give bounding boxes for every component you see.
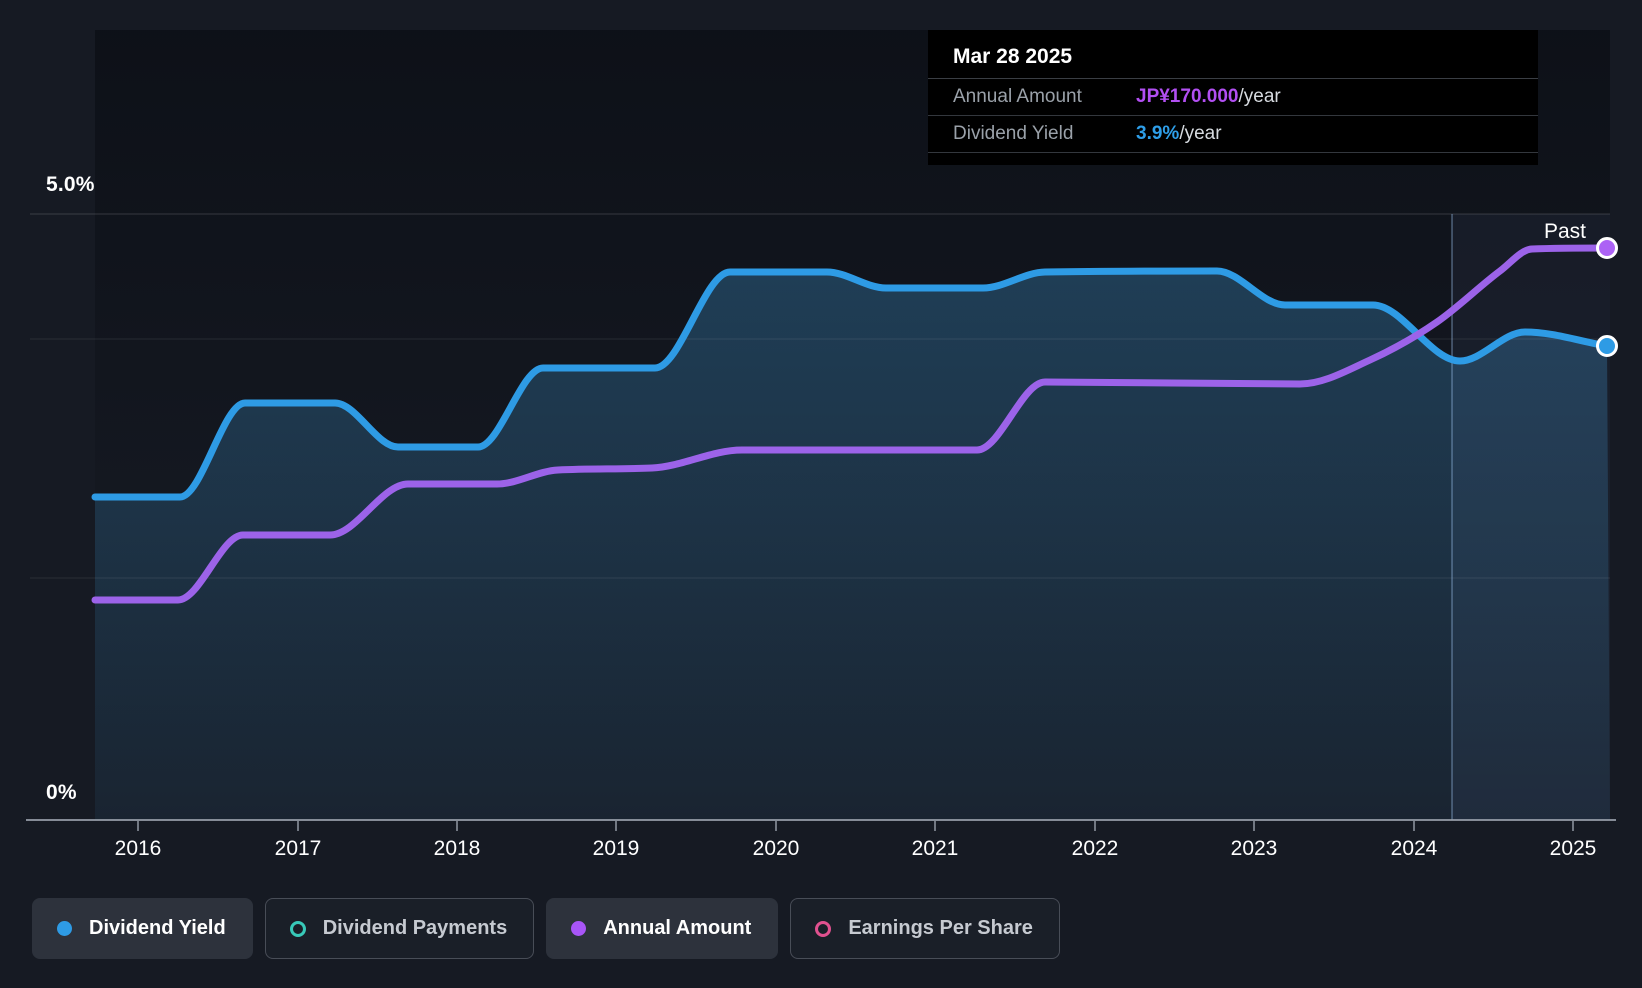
tooltip-row-dividend-yield: Dividend Yield 3.9% /year xyxy=(928,116,1538,153)
x-axis-label-2018: 2018 xyxy=(433,837,481,860)
x-axis-label-2025: 2025 xyxy=(1549,837,1597,860)
tooltip-label: Dividend Yield xyxy=(953,123,1074,144)
legend-label: Dividend Payments xyxy=(322,917,508,939)
legend-button-dividend-payments[interactable]: Dividend Payments xyxy=(264,898,535,959)
x-axis-label-2016: 2016 xyxy=(114,837,162,860)
dividend-yield-endpoint-marker[interactable] xyxy=(1596,335,1618,357)
past-year-region xyxy=(1452,214,1610,820)
dividend-yield-line xyxy=(91,267,1611,501)
legend-dot-dividend-payments xyxy=(289,920,306,937)
past-region-label: Past xyxy=(1544,220,1587,243)
tooltip-label: Annual Amount xyxy=(953,86,1082,107)
legend: Dividend Yield Dividend Payments Annual Am… xyxy=(32,898,1060,959)
y-axis-label-bottom: 0% xyxy=(46,781,77,804)
y-axis-label-top: 5.0% xyxy=(46,173,95,196)
x-axis-label-2021: 2021 xyxy=(911,837,959,860)
tooltip-date: Mar 28 2025 xyxy=(928,30,1538,79)
legend-dot-annual-amount xyxy=(571,921,587,936)
legend-button-dividend-yield[interactable]: Dividend Yield xyxy=(32,898,253,959)
x-axis-label-2017: 2017 xyxy=(274,837,322,860)
legend-button-earnings-per-share[interactable]: Earnings Per Share xyxy=(790,898,1060,959)
x-axis-label-2023: 2023 xyxy=(1230,837,1278,860)
legend-label: Earnings Per Share xyxy=(848,917,1033,939)
tooltip-value: JP¥170.000 xyxy=(1136,86,1239,107)
tooltip-suffix: /year xyxy=(1238,86,1281,107)
x-axis-label-2024: 2024 xyxy=(1390,837,1438,860)
legend-dot-dividend-yield xyxy=(57,921,72,936)
x-axis-label-2022: 2022 xyxy=(1071,837,1119,860)
legend-label: Dividend Yield xyxy=(89,917,226,939)
legend-button-annual-amount[interactable]: Annual Amount xyxy=(546,898,779,959)
chart-tooltip: Mar 28 2025 Annual Amount JP¥170.000 /ye… xyxy=(928,30,1538,165)
tooltip-suffix: /year xyxy=(1179,123,1222,144)
annual-amount-endpoint-marker[interactable] xyxy=(1596,237,1618,259)
tooltip-value: 3.9% xyxy=(1136,123,1180,144)
legend-label: Annual Amount xyxy=(603,917,752,939)
annual-amount-line xyxy=(91,244,1611,604)
dividend-yield-area xyxy=(95,271,1610,820)
x-axis-label-2020: 2020 xyxy=(752,837,800,860)
tooltip-row-annual-amount: Annual Amount JP¥170.000 /year xyxy=(928,79,1538,116)
legend-dot-earnings-per-share xyxy=(815,920,832,937)
x-axis-label-2019: 2019 xyxy=(592,837,640,860)
